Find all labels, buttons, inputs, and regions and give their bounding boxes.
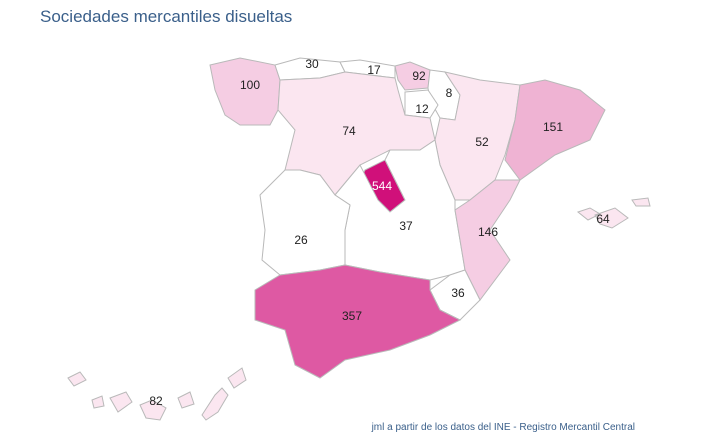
source-note: jml a partir de los datos del INE - Regi…	[371, 422, 635, 433]
region-value-label: 36	[451, 286, 465, 300]
region-value-label: 30	[305, 57, 319, 71]
region-value-label: 17	[367, 63, 381, 77]
region-value-label: 82	[149, 394, 163, 408]
region-value-label: 37	[399, 219, 413, 233]
region	[339, 59, 396, 79]
region	[67, 367, 247, 421]
region-value-label: 544	[372, 179, 392, 193]
regions: 100 30 17 92 8 12 74 52 151 544 37 26 146 64 36 357 82	[67, 57, 651, 421]
region	[576, 197, 651, 229]
region	[209, 57, 281, 126]
region	[504, 79, 606, 181]
region-value-label: 146	[478, 225, 498, 239]
region-value-label: 357	[342, 309, 362, 323]
region	[404, 89, 439, 119]
region	[254, 264, 462, 379]
region-value-label: 12	[415, 102, 429, 116]
region-value-label: 26	[294, 233, 308, 247]
region-value-label: 52	[475, 135, 489, 149]
region-value-label: 64	[596, 212, 610, 226]
region-value-label: 74	[342, 124, 356, 138]
region-value-label: 151	[543, 120, 563, 134]
region-value-label: 8	[446, 86, 453, 100]
region-value-label: 92	[412, 69, 426, 83]
region-value-label: 100	[240, 78, 260, 92]
map-title: Sociedades mercantiles disueltas	[40, 7, 292, 26]
region	[259, 169, 351, 276]
